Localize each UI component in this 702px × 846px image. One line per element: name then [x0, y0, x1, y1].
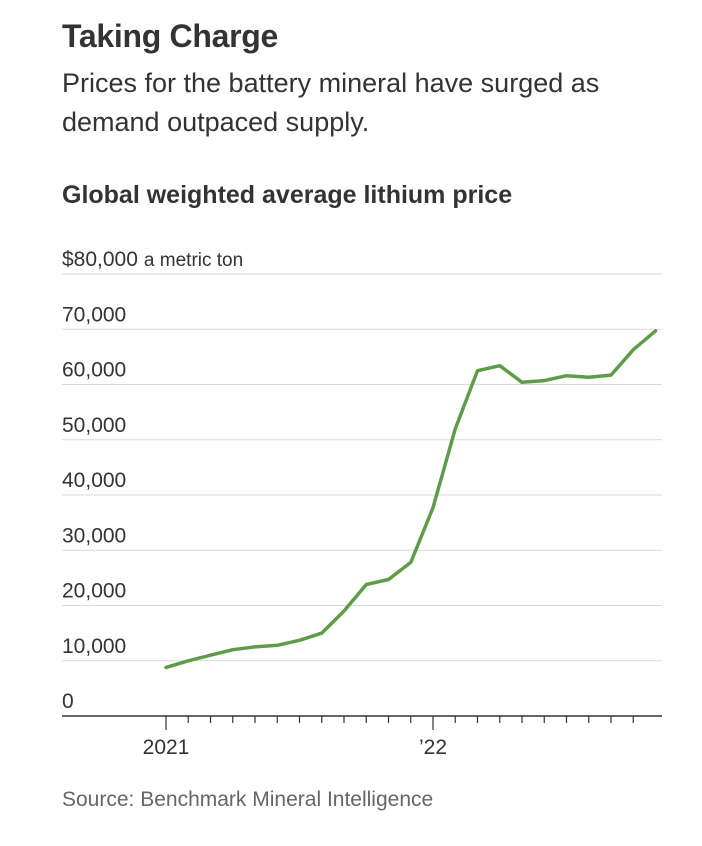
y-tick-label: 20,000: [62, 580, 126, 603]
y-axis-labels: 0 10,000 20,000 30,000 40,000 50,000 60,000 70,…: [62, 248, 243, 713]
y-tick-label: 0: [62, 690, 74, 713]
y-tick-label: 50,000: [62, 414, 126, 437]
source-note: Source: Benchmark Mineral Intelligence: [62, 788, 434, 811]
gridlines: [62, 273, 662, 662]
y-tick-label: 30,000: [62, 524, 126, 547]
y-unit-label: a metric ton: [144, 250, 243, 271]
y-tick-label: 40,000: [62, 469, 126, 492]
chart-subtitle: Prices for the battery mineral have surg…: [62, 68, 600, 137]
series-layer: [164, 329, 658, 670]
x-tick-label: 2021: [143, 736, 190, 759]
price-series-line: [164, 329, 658, 670]
y-tick-label: 60,000: [62, 359, 126, 382]
x-axis-labels: 2021 ’22: [143, 736, 447, 759]
chart-headline: Taking Charge: [62, 18, 278, 54]
x-axis: [62, 715, 662, 730]
y-tick-label: 10,000: [62, 635, 126, 658]
y-tick-label: $80,000 a metric ton: [62, 248, 243, 271]
chart-title: Global weighted average lithium price: [62, 181, 513, 209]
x-tick-label: ’22: [419, 736, 447, 759]
y-tick-label: 70,000: [62, 303, 126, 326]
